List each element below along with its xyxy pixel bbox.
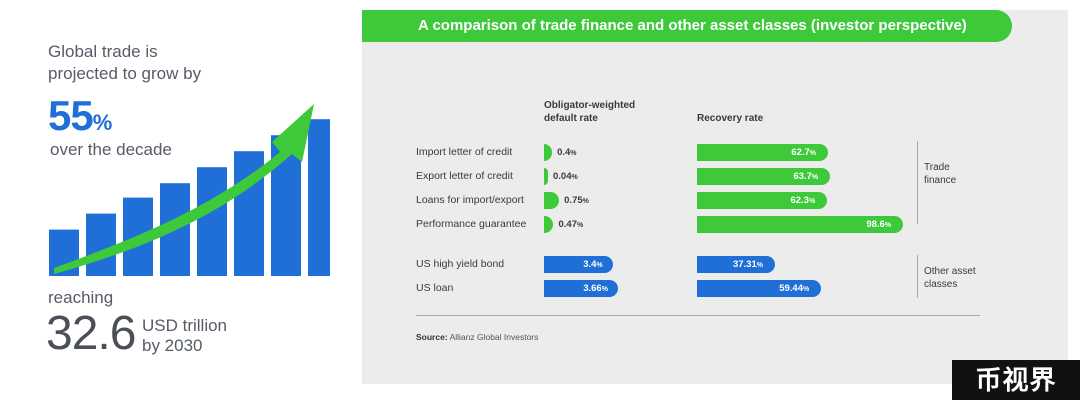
trade-amount-unit: USD trillion by 2030 [142,316,227,356]
growth-bar [197,167,227,276]
intro-line-3: over the decade [50,140,172,159]
recovery-rate-value-percent: % [756,262,763,269]
default-rate-value-number: 3.66 [583,283,602,294]
default-rate-header: Obligator-weighted default rate [544,99,635,125]
default-rate-value-number: 0.04 [553,171,572,182]
recovery-rate-value-percent: % [808,198,816,205]
growth-bars-graphic [49,104,330,276]
trade-finance-label: Trade finance [924,161,956,187]
row-label: Performance guarantee [416,218,527,230]
default-rate-value-percent: % [576,222,584,229]
other-assets-bracket [917,255,918,298]
recovery-rate-bar [697,144,829,161]
recovery-rate-value-number: 62.7 [791,147,810,158]
source-text: Allianz Global Investors [449,332,539,342]
row-label: US high yield bond [416,258,505,270]
recovery-rate-bar [697,256,775,273]
trade-finance-label-line-1: Trade [924,162,950,173]
default-rate-value-percent: % [571,174,578,181]
source-label: Source: [416,332,448,342]
default-rate-value-percent: % [596,262,603,269]
recovery-rate-value-number: 59.44 [779,283,803,294]
default-rate-value-percent: % [601,286,608,293]
recovery-rate-bar [697,192,828,209]
recovery-rate-value-number: 98.6 [866,219,885,230]
unit-line-2: by 2030 [142,336,203,355]
reaching-label: reaching [48,288,114,307]
trade-amount: 32.6 [46,307,136,360]
recovery-rate-value: 62.3% [697,195,815,206]
source-divider [416,315,980,316]
default-rate-value: 0.47% [558,219,583,230]
row-label: US loan [416,282,454,294]
other-assets-label-line-1: Other asset [924,266,976,277]
recovery-rate-value-percent: % [809,150,817,157]
intro-line-2: projected to grow by [48,64,202,83]
default-rate-value-number: 0.75 [564,195,583,206]
row-label: Export letter of credit [416,170,513,182]
row-label: Import letter of credit [416,146,513,158]
other-assets-label: Other asset classes [924,265,976,291]
default-rate-value-number: 3.4 [583,259,597,270]
recovery-rate-value-percent: % [884,222,892,229]
unit-line-1: USD trillion [142,316,228,335]
default-rate-bar [544,216,554,233]
source-note: Source: Allianz Global Investors [416,332,538,342]
default-rate-value: 3.4% [544,259,603,270]
growth-percent-symbol: % [92,110,113,135]
default-rate-value-percent: % [570,150,577,157]
default-rate-bar [544,168,548,185]
row-label: Loans for import/export [416,194,524,206]
recovery-rate-value: 59.44% [697,283,809,294]
other-assets-label-line-2: classes [924,279,958,290]
default-rate-header-line-2: default rate [544,113,598,124]
default-rate-value: 3.66% [544,283,608,294]
default-rate-bar [544,280,618,297]
trade-finance-label-line-2: finance [924,175,957,186]
recovery-rate-value: 37.31% [697,259,763,270]
default-rate-value: 0.04% [553,171,578,182]
default-rate-value-percent: % [582,198,589,205]
growth-bar [308,119,330,276]
default-rate-value-number: 0.4 [557,147,571,158]
recovery-rate-value-number: 37.31 [732,259,757,270]
recovery-rate-value: 98.6% [697,219,891,230]
default-rate-value-number: 0.47 [558,219,577,230]
recovery-rate-value: 62.7% [697,147,816,158]
default-rate-header-line-1: Obligator-weighted [544,100,636,111]
comparison-panel: A comparison of trade finance and other … [362,10,1068,384]
growth-value: 55 [48,92,94,139]
default-rate-bar [544,256,613,273]
recovery-rate-value-number: 62.3 [790,195,809,206]
intro-line-1: Global trade is [48,42,158,61]
recovery-rate-bar [697,168,831,185]
recovery-rate-value-percent: % [811,174,819,181]
chart-title-bar: A comparison of trade finance and other … [362,10,1012,42]
recovery-rate-bar [697,216,904,233]
growth-infographic: Global trade is projected to grow by 55%… [0,0,340,400]
default-rate-bar [544,144,553,161]
default-rate-value: 0.75% [564,195,589,206]
watermark-logo: 币视界 [952,360,1080,400]
recovery-rate-value: 63.7% [697,171,818,182]
default-rate-value: 0.4% [557,147,576,158]
recovery-rate-bar [697,280,822,297]
recovery-rate-header: Recovery rate [697,113,764,124]
trade-finance-bracket [917,141,918,224]
default-rate-bar [544,192,560,209]
recovery-rate-value-percent: % [802,286,810,293]
growth-percentage: 55% [48,92,113,140]
chart-title: A comparison of trade finance and other … [418,17,967,34]
growth-bar [86,213,116,276]
recovery-rate-value-number: 63.7 [793,171,812,182]
